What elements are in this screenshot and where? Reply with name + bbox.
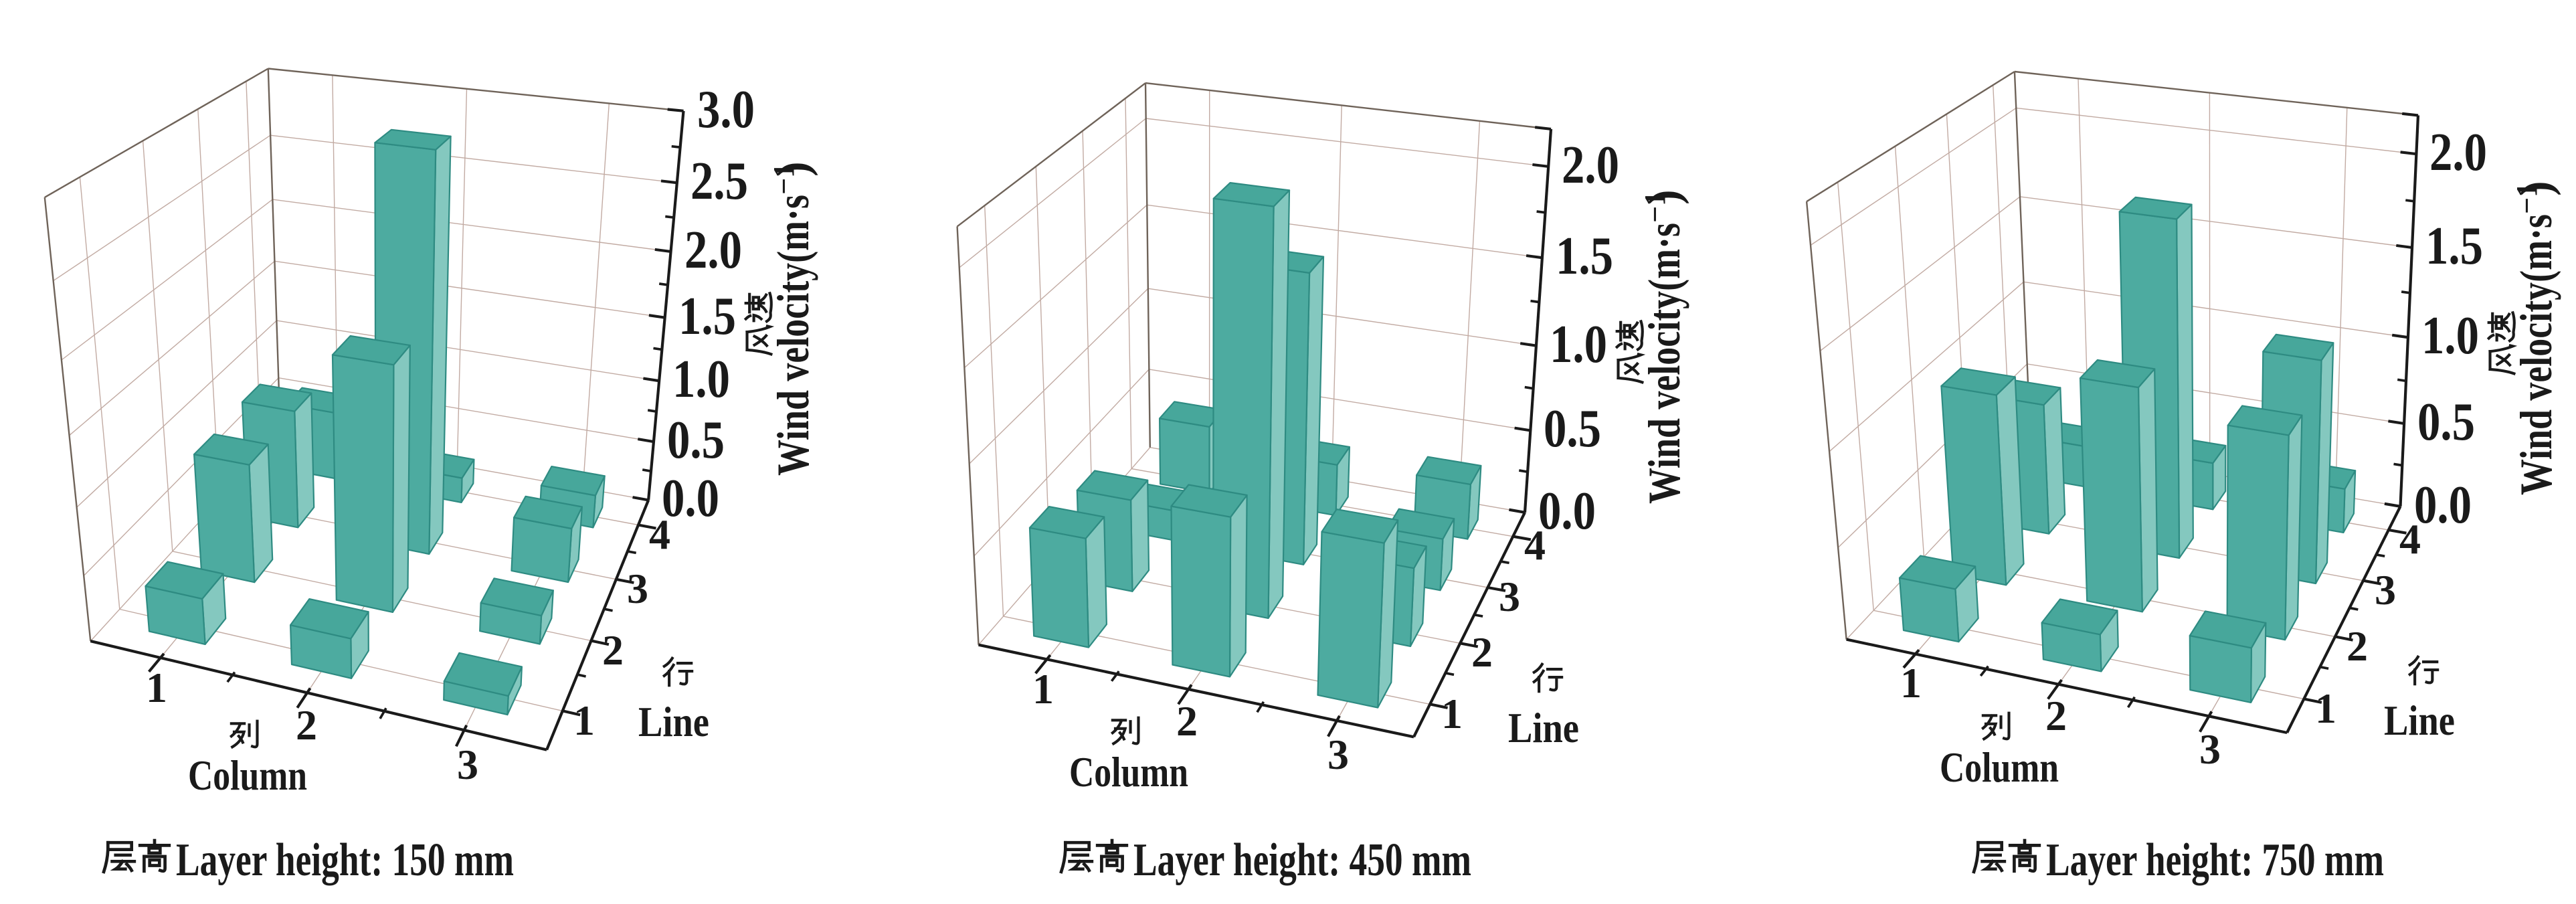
- svg-text:0.0: 0.0: [1538, 482, 1596, 541]
- svg-text:1: 1: [1032, 665, 1054, 713]
- svg-text:3: 3: [1327, 731, 1349, 778]
- svg-text:2.0: 2.0: [2429, 123, 2487, 182]
- svg-text:2.0: 2.0: [1562, 136, 1619, 195]
- svg-text:2.0: 2.0: [684, 221, 742, 280]
- svg-text:Layer height: 750 mm: Layer height: 750 mm: [2046, 834, 2384, 886]
- svg-text:1.5: 1.5: [1556, 227, 1613, 286]
- svg-text:Column: Column: [1069, 748, 1188, 796]
- svg-text:1: 1: [1441, 690, 1463, 737]
- svg-text:Layer height: 450 mm: Layer height: 450 mm: [1133, 834, 1471, 886]
- svg-text:3: 3: [2199, 725, 2221, 773]
- svg-text:0.5: 0.5: [1544, 399, 1601, 458]
- svg-text:1: 1: [2315, 685, 2336, 732]
- svg-text:2.5: 2.5: [691, 152, 748, 211]
- svg-text:Line: Line: [1508, 704, 1579, 751]
- svg-text:): ): [1639, 189, 1689, 205]
- svg-text:2: 2: [602, 626, 624, 674]
- svg-text:Wind velocity(m·s: Wind velocity(m·s: [767, 195, 818, 476]
- svg-text:Layer height: 150 mm: Layer height: 150 mm: [176, 834, 514, 886]
- svg-text:1: 1: [573, 697, 595, 744]
- svg-text:0.5: 0.5: [2417, 393, 2475, 452]
- svg-text:2: 2: [2045, 692, 2067, 739]
- svg-text:1: 1: [146, 664, 167, 711]
- svg-text:2: 2: [1471, 628, 1493, 676]
- svg-text:): ): [2510, 181, 2561, 196]
- svg-text:2: 2: [1176, 697, 1198, 745]
- svg-text:1.0: 1.0: [672, 350, 730, 409]
- svg-text:0.0: 0.0: [2414, 476, 2472, 535]
- svg-text:3.0: 3.0: [697, 80, 755, 139]
- svg-text:1.0: 1.0: [2421, 306, 2479, 365]
- svg-text:1.0: 1.0: [1550, 315, 1607, 374]
- svg-text:Line: Line: [2384, 697, 2455, 744]
- svg-text:Wind velocity(m·s: Wind velocity(m·s: [2510, 214, 2561, 495]
- svg-text:0.0: 0.0: [662, 469, 719, 528]
- svg-text:3: 3: [627, 565, 648, 612]
- svg-text:0.5: 0.5: [667, 411, 725, 470]
- svg-text:1.5: 1.5: [2425, 217, 2483, 276]
- svg-text:Column: Column: [188, 751, 307, 799]
- svg-text:2: 2: [2347, 622, 2368, 670]
- svg-text:3: 3: [2375, 566, 2396, 614]
- svg-text:1: 1: [1900, 659, 1922, 707]
- svg-text:Line: Line: [638, 698, 709, 745]
- svg-text:1.5: 1.5: [678, 287, 736, 346]
- svg-text:Wind velocity(m·s: Wind velocity(m·s: [1639, 223, 1689, 504]
- svg-text:3: 3: [1499, 573, 1520, 620]
- svg-text:): ): [767, 161, 818, 177]
- svg-text:2: 2: [296, 701, 317, 749]
- svg-text:3: 3: [457, 741, 478, 788]
- svg-text:Column: Column: [1940, 743, 2059, 791]
